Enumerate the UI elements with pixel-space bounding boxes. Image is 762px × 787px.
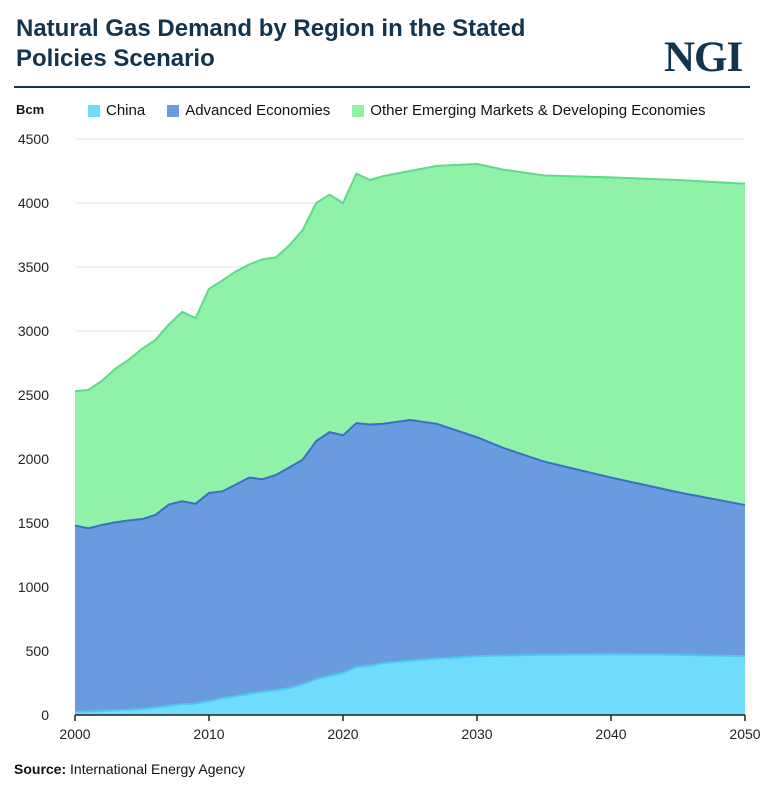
- line-other-emerging: [74, 162, 746, 393]
- y-tick-label-500: 500: [26, 643, 50, 659]
- line-china: [74, 653, 746, 713]
- y-tick-label-2000: 2000: [18, 451, 49, 467]
- legend-item-advanced-economies: Advanced Economies: [167, 102, 330, 120]
- x-tick-label-2000: 2000: [59, 726, 90, 742]
- y-tick-label-4000: 4000: [18, 195, 49, 211]
- legend-item-other-emerging: Other Emerging Markets & Developing Econ…: [352, 102, 705, 120]
- legend-label-china: China: [106, 102, 146, 119]
- line-advanced-economies: [74, 418, 746, 530]
- legend-swatch-china: [88, 105, 100, 117]
- x-tick-label-2050: 2050: [729, 726, 760, 742]
- source-text: International Energy Agency: [70, 761, 246, 777]
- legend-swatch-other-emerging: [352, 105, 365, 117]
- area-other-emerging: [75, 163, 745, 529]
- area-advanced-economies: [75, 419, 745, 712]
- title-divider: [14, 86, 750, 88]
- legend-item-china: China: [88, 102, 145, 120]
- x-tick-label-2010: 2010: [193, 726, 224, 742]
- legend: China Advanced Economies Other Emerging …: [88, 102, 727, 120]
- source-note: Source: International Energy Agency: [14, 761, 245, 777]
- x-tick-label-2030: 2030: [461, 726, 492, 742]
- y-tick-label-1000: 1000: [18, 579, 49, 595]
- area-china: [75, 654, 745, 715]
- ngi-logo: NGI: [664, 34, 743, 81]
- x-tick-label-2040: 2040: [595, 726, 626, 742]
- legend-label-other-emerging: Other Emerging Markets & Developing Econ…: [370, 102, 706, 119]
- y-tick-label-3000: 3000: [18, 323, 49, 339]
- y-tick-label-2500: 2500: [18, 387, 49, 403]
- source-label: Source:: [14, 761, 67, 777]
- x-tick-label-2020: 2020: [327, 726, 358, 742]
- y-tick-label-4500: 4500: [18, 131, 49, 147]
- y-tick-label-1500: 1500: [18, 515, 49, 531]
- y-tick-label-3500: 3500: [18, 259, 49, 275]
- stacked-areas: [74, 162, 746, 715]
- legend-label-advanced-economies: Advanced Economies: [185, 102, 331, 119]
- legend-swatch-advanced-economies: [167, 105, 180, 117]
- chart-title: Natural Gas Demand by Region in the Stat…: [16, 15, 526, 72]
- axes: 0 500 1000 1500 2000 2500 3000 3500 4000 4500 2000…: [18, 131, 761, 742]
- y-tick-label-0: 0: [41, 707, 49, 723]
- y-axis-unit-label: Bcm: [16, 102, 45, 117]
